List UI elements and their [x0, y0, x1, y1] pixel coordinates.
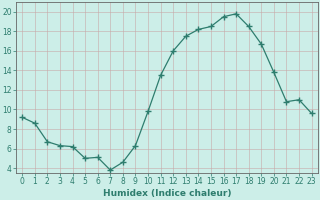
X-axis label: Humidex (Indice chaleur): Humidex (Indice chaleur) — [103, 189, 231, 198]
